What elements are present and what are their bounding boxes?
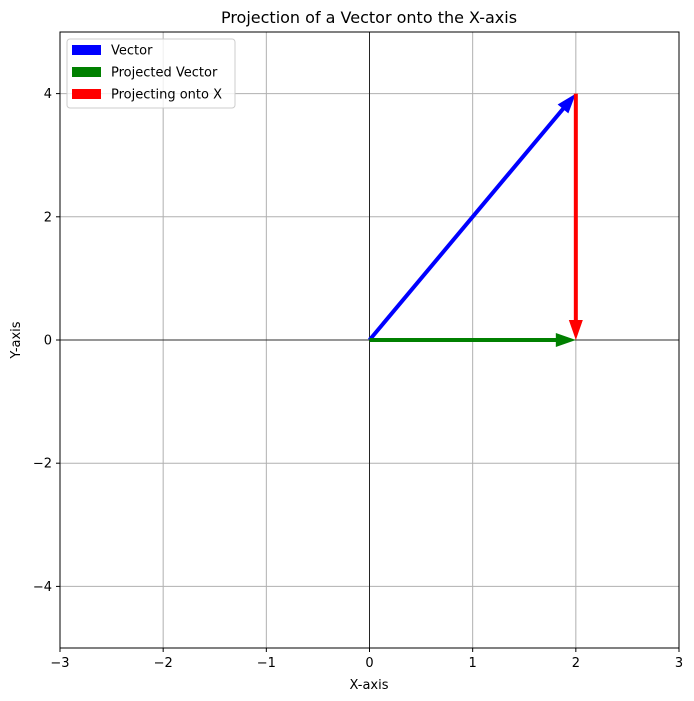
y-tick-label: −4 [33,580,52,595]
x-tick-label: −1 [257,656,276,671]
vectors [367,93,583,347]
x-axis-label: X-axis [350,678,389,693]
x-tick-label: −3 [50,656,69,671]
y-axis-ticks: −4 −2 0 2 4 [33,87,60,595]
legend-swatch [72,67,101,77]
x-axis-ticks: −3 −2 −1 0 1 2 3 [50,648,683,671]
legend: Vector Projected Vector Projecting onto X [66,38,236,109]
vector-arrow-2 [369,333,576,347]
y-tick-label: −2 [33,457,52,472]
x-tick-label: 3 [675,656,683,671]
y-axis-label: Y-axis [9,321,24,359]
x-tick-label: 2 [572,656,580,671]
legend-label: Projecting onto X [111,88,222,103]
x-tick-label: −2 [154,656,173,671]
x-tick-label: 1 [469,656,477,671]
legend-label: Projected Vector [111,66,218,81]
vector-arrow-3 [568,93,583,340]
x-tick-label: 0 [365,656,373,671]
legend-swatch [72,89,101,99]
y-tick-label: 2 [44,210,52,225]
chart-title: Projection of a Vector onto the X-axis [221,8,517,27]
vector-arrow-1 [367,93,576,342]
y-tick-label: 0 [44,334,52,349]
y-tick-label: 4 [44,87,52,102]
legend-swatch [72,45,101,55]
legend-box [66,38,236,109]
legend-label: Vector [111,44,153,59]
